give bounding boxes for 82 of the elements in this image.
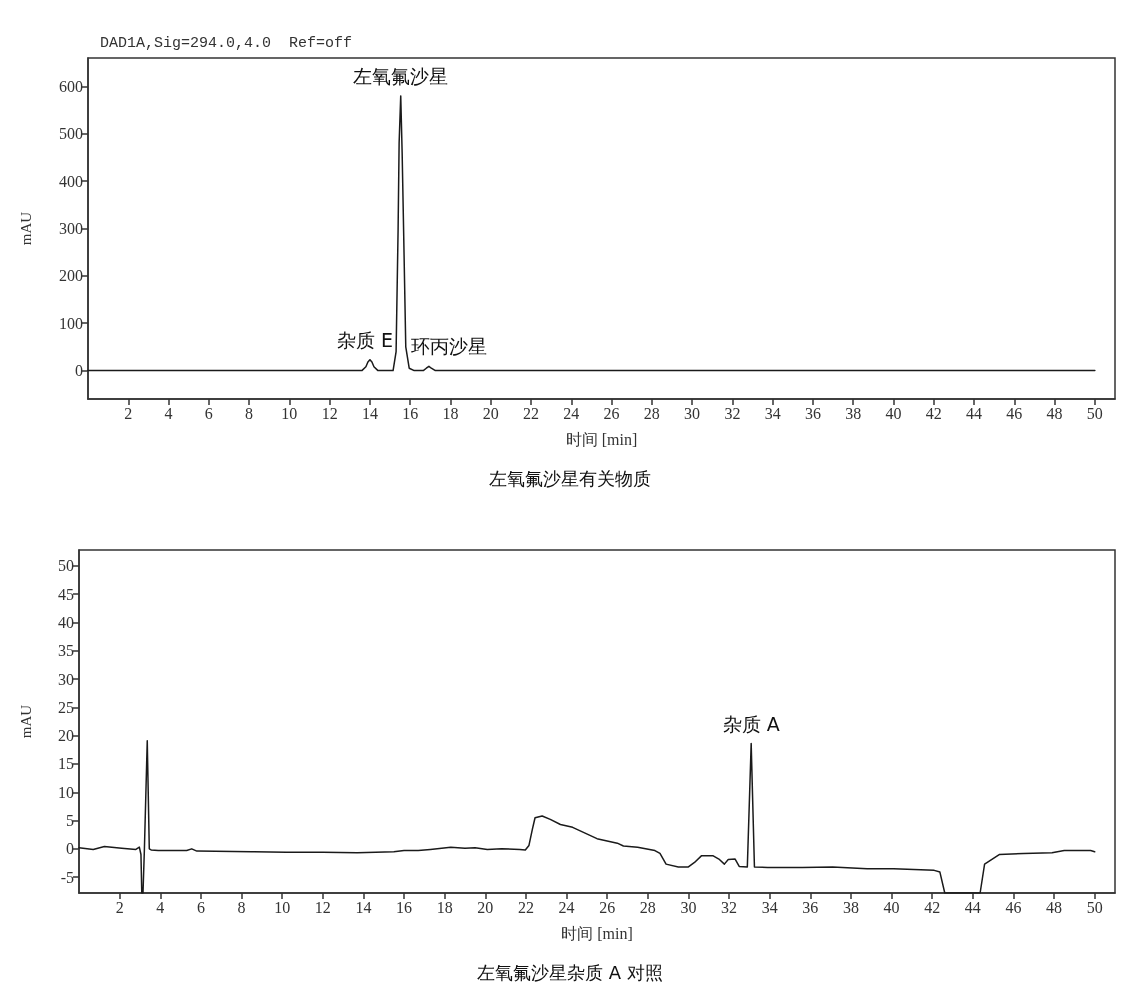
annotation: 左氧氟沙星 <box>353 64 449 87</box>
y-tick-label: 30 <box>58 670 74 688</box>
x-tick-label: 36 <box>802 898 819 916</box>
x-tick-label: 20 <box>477 898 494 916</box>
x-tick-label: 28 <box>639 898 656 916</box>
y-tick-label: 35 <box>58 642 74 660</box>
y-tick-label: 50 <box>58 557 74 575</box>
x-tick-label: 18 <box>442 404 459 422</box>
x-tick-label: 48 <box>1046 898 1063 916</box>
x-tick-label: 36 <box>804 404 821 422</box>
y-tick-label: 300 <box>59 220 83 237</box>
x-tick-label: 28 <box>643 404 660 422</box>
y-axis-title: mAU <box>17 704 34 739</box>
y-tick-label: 0 <box>66 840 74 858</box>
y-tick-label: 20 <box>58 727 74 745</box>
y-tick-label: 5 <box>66 812 74 830</box>
y-tick-label: -5 <box>60 868 74 886</box>
x-tick-label: 44 <box>964 898 981 916</box>
y-tick-label: 45 <box>58 585 74 603</box>
y-axis-title: mAU <box>17 211 34 246</box>
x-tick-label: 8 <box>237 898 246 916</box>
x-tick-label: 30 <box>680 898 697 916</box>
text: 左氧氟沙星杂质 A 对照 <box>477 961 663 983</box>
line-series <box>78 739 1096 894</box>
x-tick-label: 8 <box>245 404 254 422</box>
x-tick-label: 38 <box>842 898 859 916</box>
x-tick-label: 50 <box>1086 404 1103 422</box>
y-tick-label: 10 <box>58 783 74 801</box>
x-tick-label: 14 <box>361 404 378 422</box>
x-tick-label: 48 <box>1046 404 1063 422</box>
y-tick-label: 200 <box>59 267 83 285</box>
x-tick-label: 42 <box>925 404 942 422</box>
y-tick-label: 100 <box>59 314 83 332</box>
annotation: 杂质 A <box>722 712 780 735</box>
x-tick-label: 16 <box>396 898 413 916</box>
x-tick-label: 40 <box>885 404 902 422</box>
x-tick-label: 24 <box>563 404 580 422</box>
y-tick-label: 400 <box>59 172 83 190</box>
x-axis-title: 时间 [min] <box>561 924 633 942</box>
x-tick-label: 30 <box>684 404 701 422</box>
x-tick-label: 20 <box>482 404 499 422</box>
x-tick-label: 46 <box>1005 898 1022 916</box>
x-tick-label: 16 <box>402 404 419 422</box>
x-tick-label: 6 <box>204 404 213 422</box>
y-tick-label: 500 <box>59 125 83 143</box>
x-tick-label: 2 <box>115 898 124 916</box>
x-tick-label: 4 <box>156 898 165 916</box>
x-tick-label: 14 <box>355 898 372 916</box>
y-tick-label: 15 <box>58 755 74 773</box>
annotation: 环丙沙星 <box>410 335 487 358</box>
x-tick-label: 22 <box>523 404 540 422</box>
x-tick-label: 10 <box>281 404 298 422</box>
x-tick-label: 38 <box>845 404 862 422</box>
x-tick-label: 12 <box>314 898 331 916</box>
chart-subtitle: DAD1A,Sig=294.0,4.0 Ref=off <box>100 35 353 52</box>
x-tick-label: 34 <box>761 898 778 916</box>
x-tick-label: 34 <box>764 404 781 422</box>
x-tick-label: 26 <box>603 404 620 422</box>
y-tick-label: 0 <box>75 362 83 380</box>
x-tick-label: 22 <box>517 898 534 916</box>
x-tick-label: 26 <box>599 898 616 916</box>
x-tick-label: 12 <box>321 404 338 422</box>
y-tick-label: 40 <box>58 613 74 631</box>
x-tick-label: 32 <box>721 898 738 916</box>
x-tick-label: 2 <box>124 404 133 422</box>
x-axis-title: 时间 [min] <box>565 430 638 448</box>
x-tick-label: 42 <box>924 898 941 916</box>
x-tick-label: 40 <box>883 898 900 916</box>
x-tick-label: 4 <box>164 404 173 422</box>
x-tick-label: 50 <box>1086 898 1103 916</box>
y-tick-label: 25 <box>58 698 74 716</box>
line-series <box>87 95 1096 372</box>
x-tick-label: 24 <box>558 898 575 916</box>
x-tick-label: 6 <box>196 898 205 916</box>
annotation: 杂质 E <box>336 328 393 351</box>
x-tick-label: 18 <box>436 898 453 916</box>
y-tick-label: 600 <box>59 77 83 95</box>
x-tick-label: 32 <box>724 404 741 422</box>
x-tick-label: 44 <box>966 404 983 422</box>
x-tick-label: 46 <box>1006 404 1023 422</box>
x-tick-label: 10 <box>274 898 291 916</box>
text: 左氧氟沙星有关物质 <box>489 467 651 489</box>
